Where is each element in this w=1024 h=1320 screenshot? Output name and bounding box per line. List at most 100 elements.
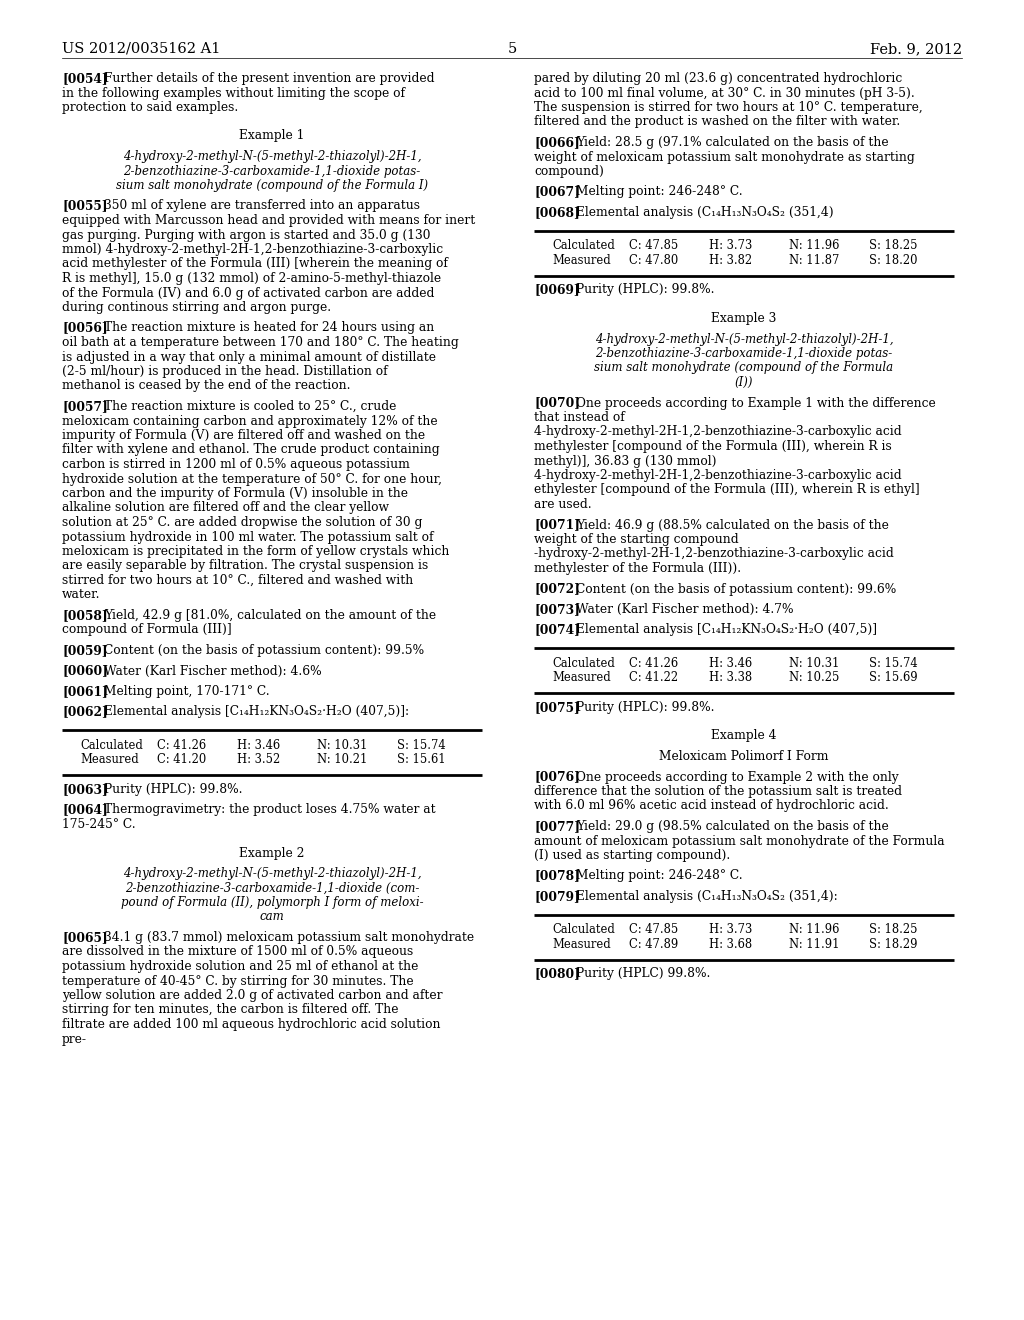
Text: Yield: 46.9 g (88.5% calculated on the basis of the: Yield: 46.9 g (88.5% calculated on the b… — [575, 519, 889, 532]
Text: Purity (HPLC): 99.8%.: Purity (HPLC): 99.8%. — [575, 701, 715, 714]
Text: Measured: Measured — [80, 754, 138, 766]
Text: H: 3.46: H: 3.46 — [709, 657, 752, 669]
Text: The reaction mixture is heated for 24 hours using an: The reaction mixture is heated for 24 ho… — [104, 322, 434, 334]
Text: Meloxicam Polimorf I Form: Meloxicam Polimorf I Form — [659, 750, 828, 763]
Text: One proceeds according to Example 2 with the only: One proceeds according to Example 2 with… — [575, 771, 899, 784]
Text: C: 47.89: C: 47.89 — [629, 937, 678, 950]
Text: Feb. 9, 2012: Feb. 9, 2012 — [869, 42, 962, 55]
Text: meloxicam containing carbon and approximately 12% of the: meloxicam containing carbon and approxim… — [62, 414, 437, 428]
Text: C: 47.85: C: 47.85 — [629, 239, 678, 252]
Text: stirring for ten minutes, the carbon is filtered off. The: stirring for ten minutes, the carbon is … — [62, 1003, 398, 1016]
Text: amount of meloxicam potassium salt monohydrate of the Formula: amount of meloxicam potassium salt monoh… — [534, 834, 944, 847]
Text: [0074]: [0074] — [534, 623, 580, 636]
Text: [0062]: [0062] — [62, 705, 108, 718]
Text: that instead of: that instead of — [534, 411, 625, 424]
Text: protection to said examples.: protection to said examples. — [62, 102, 239, 114]
Text: during continous stirring and argon purge.: during continous stirring and argon purg… — [62, 301, 331, 314]
Text: 4-hydroxy-2-methyl-N-(5-methyl-2-thiazolyl)-2H-1,: 4-hydroxy-2-methyl-N-(5-methyl-2-thiazol… — [595, 333, 893, 346]
Text: S: 18.20: S: 18.20 — [869, 253, 918, 267]
Text: US 2012/0035162 A1: US 2012/0035162 A1 — [62, 42, 220, 55]
Text: H: 3.68: H: 3.68 — [709, 937, 752, 950]
Text: compound of Formula (III)]: compound of Formula (III)] — [62, 623, 231, 636]
Text: is adjusted in a way that only a minimal amount of distillate: is adjusted in a way that only a minimal… — [62, 351, 436, 363]
Text: N: 10.31: N: 10.31 — [317, 739, 368, 752]
Text: weight of the starting compound: weight of the starting compound — [534, 533, 738, 546]
Text: H: 3.82: H: 3.82 — [709, 253, 752, 267]
Text: S: 18.25: S: 18.25 — [869, 239, 918, 252]
Text: [0068]: [0068] — [534, 206, 580, 219]
Text: pared by diluting 20 ml (23.6 g) concentrated hydrochloric: pared by diluting 20 ml (23.6 g) concent… — [534, 73, 902, 84]
Text: N: 11.87: N: 11.87 — [790, 253, 840, 267]
Text: sium salt monohydrate (compound of the Formula: sium salt monohydrate (compound of the F… — [595, 362, 894, 375]
Text: alkaline solution are filtered off and the clear yellow: alkaline solution are filtered off and t… — [62, 502, 389, 515]
Text: Melting point: 246-248° C.: Melting point: 246-248° C. — [575, 186, 742, 198]
Text: [0057]: [0057] — [62, 400, 108, 413]
Text: temperature of 40-45° C. by stirring for 30 minutes. The: temperature of 40-45° C. by stirring for… — [62, 974, 414, 987]
Text: (I)): (I)) — [735, 376, 754, 389]
Text: [0066]: [0066] — [534, 136, 580, 149]
Text: Purity (HPLC): 99.8%.: Purity (HPLC): 99.8%. — [575, 284, 715, 297]
Text: Melting point, 170-171° C.: Melting point, 170-171° C. — [104, 685, 269, 698]
Text: (I) used as starting compound).: (I) used as starting compound). — [534, 849, 730, 862]
Text: Measured: Measured — [552, 937, 610, 950]
Text: filter with xylene and ethanol. The crude product containing: filter with xylene and ethanol. The crud… — [62, 444, 439, 457]
Text: Elemental analysis (C₁₄H₁₃N₃O₄S₂ (351,4): Elemental analysis (C₁₄H₁₃N₃O₄S₂ (351,4) — [575, 206, 834, 219]
Text: methyl)], 36.83 g (130 mmol): methyl)], 36.83 g (130 mmol) — [534, 454, 717, 467]
Text: [0072]: [0072] — [534, 582, 580, 595]
Text: S: 18.29: S: 18.29 — [869, 937, 918, 950]
Text: S: 18.25: S: 18.25 — [869, 923, 918, 936]
Text: [0073]: [0073] — [534, 603, 580, 616]
Text: N: 10.31: N: 10.31 — [790, 657, 840, 669]
Text: Content (on the basis of potassium content): 99.5%: Content (on the basis of potassium conte… — [104, 644, 424, 657]
Text: (2-5 ml/hour) is produced in the head. Distillation of: (2-5 ml/hour) is produced in the head. D… — [62, 366, 388, 378]
Text: R is methyl], 15.0 g (132 mmol) of 2-amino-5-methyl-thiazole: R is methyl], 15.0 g (132 mmol) of 2-ami… — [62, 272, 441, 285]
Text: [0071]: [0071] — [534, 519, 580, 532]
Text: [0065]: [0065] — [62, 931, 108, 944]
Text: in the following examples without limiting the scope of: in the following examples without limiti… — [62, 87, 406, 99]
Text: ethylester [compound of the Formula (III), wherein R is ethyl]: ethylester [compound of the Formula (III… — [534, 483, 920, 496]
Text: Thermogravimetry: the product loses 4.75% water at: Thermogravimetry: the product loses 4.75… — [104, 804, 435, 817]
Text: Water (Karl Fischer method): 4.6%: Water (Karl Fischer method): 4.6% — [104, 664, 322, 677]
Text: Example 4: Example 4 — [712, 730, 777, 742]
Text: yellow solution are added 2.0 g of activated carbon and after: yellow solution are added 2.0 g of activ… — [62, 989, 442, 1002]
Text: [0067]: [0067] — [534, 186, 580, 198]
Text: cam: cam — [260, 911, 285, 924]
Text: water.: water. — [62, 589, 100, 602]
Text: [0079]: [0079] — [534, 890, 580, 903]
Text: H: 3.38: H: 3.38 — [709, 672, 752, 684]
Text: S: 15.69: S: 15.69 — [869, 672, 918, 684]
Text: One proceeds according to Example 1 with the difference: One proceeds according to Example 1 with… — [575, 396, 936, 409]
Text: Example 3: Example 3 — [712, 312, 776, 325]
Text: with 6.0 ml 96% acetic acid instead of hydrochloric acid.: with 6.0 ml 96% acetic acid instead of h… — [534, 800, 889, 813]
Text: -hydroxy-2-methyl-2H-1,2-benzothiazine-3-carboxylic acid: -hydroxy-2-methyl-2H-1,2-benzothiazine-3… — [534, 548, 894, 561]
Text: 34.1 g (83.7 mmol) meloxicam potassium salt monohydrate: 34.1 g (83.7 mmol) meloxicam potassium s… — [104, 931, 474, 944]
Text: Yield: 29.0 g (98.5% calculated on the basis of the: Yield: 29.0 g (98.5% calculated on the b… — [575, 820, 889, 833]
Text: [0059]: [0059] — [62, 644, 108, 657]
Text: Calculated: Calculated — [552, 239, 614, 252]
Text: Calculated: Calculated — [552, 923, 614, 936]
Text: [0080]: [0080] — [534, 968, 580, 981]
Text: stirred for two hours at 10° C., filtered and washed with: stirred for two hours at 10° C., filtere… — [62, 574, 414, 587]
Text: Example 1: Example 1 — [240, 129, 305, 143]
Text: Further details of the present invention are provided: Further details of the present invention… — [104, 73, 434, 84]
Text: H: 3.52: H: 3.52 — [237, 754, 281, 766]
Text: weight of meloxicam potassium salt monohydrate as starting: weight of meloxicam potassium salt monoh… — [534, 150, 914, 164]
Text: Elemental analysis [C₁₄H₁₂KN₃O₄S₂·H₂O (407,5)]: Elemental analysis [C₁₄H₁₂KN₃O₄S₂·H₂O (4… — [575, 623, 877, 636]
Text: [0075]: [0075] — [534, 701, 580, 714]
Text: pre-: pre- — [62, 1032, 87, 1045]
Text: difference that the solution of the potassium salt is treated: difference that the solution of the pota… — [534, 785, 902, 799]
Text: gas purging. Purging with argon is started and 35.0 g (130: gas purging. Purging with argon is start… — [62, 228, 430, 242]
Text: [0077]: [0077] — [534, 820, 580, 833]
Text: Example 2: Example 2 — [240, 846, 305, 859]
Text: C: 41.22: C: 41.22 — [629, 672, 678, 684]
Text: 175-245° C.: 175-245° C. — [62, 818, 135, 832]
Text: S: 15.61: S: 15.61 — [397, 754, 445, 766]
Text: acid methylester of the Formula (III) [wherein the meaning of: acid methylester of the Formula (III) [w… — [62, 257, 447, 271]
Text: Purity (HPLC): 99.8%.: Purity (HPLC): 99.8%. — [104, 783, 243, 796]
Text: [0070]: [0070] — [534, 396, 580, 409]
Text: filtered and the product is washed on the filter with water.: filtered and the product is washed on th… — [534, 116, 900, 128]
Text: H: 3.46: H: 3.46 — [237, 739, 281, 752]
Text: filtrate are added 100 ml aqueous hydrochloric acid solution: filtrate are added 100 ml aqueous hydroc… — [62, 1018, 440, 1031]
Text: [0076]: [0076] — [534, 771, 580, 784]
Text: H: 3.73: H: 3.73 — [709, 239, 753, 252]
